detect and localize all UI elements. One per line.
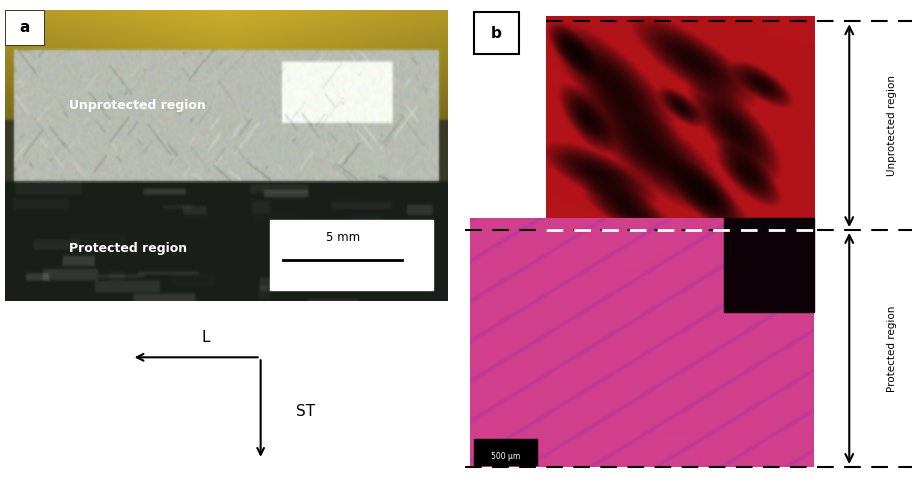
Bar [474,12,519,54]
Text: 500 μm: 500 μm [491,452,520,461]
Text: a: a [19,20,29,35]
Text: b: b [491,26,502,41]
Text: 5 mm: 5 mm [326,231,360,243]
Text: Unprotected region: Unprotected region [887,75,897,176]
Text: Protected region: Protected region [887,305,897,392]
Bar [5,10,44,45]
Bar [724,218,813,312]
Bar [474,439,537,465]
Bar [270,220,434,290]
Text: ST: ST [297,404,315,419]
Text: L: L [202,330,210,345]
Text: Protected region: Protected region [69,243,188,255]
Text: Unprotected region: Unprotected region [69,100,205,112]
